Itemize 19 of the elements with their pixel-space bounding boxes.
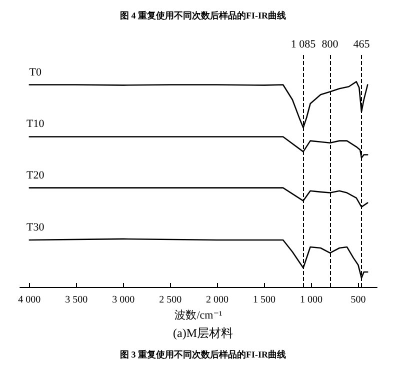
series-label: T30 bbox=[26, 221, 45, 234]
caption: 图 3 重复使用不同次数后样品的FI-IR曲线 bbox=[120, 350, 286, 360]
series-label: T20 bbox=[26, 169, 45, 182]
ref-line-label: 800 bbox=[322, 38, 339, 50]
x-tick-label: 2 500 bbox=[159, 294, 182, 306]
x-tick-label: 2 000 bbox=[206, 294, 229, 306]
x-tick-label: 500 bbox=[350, 294, 366, 306]
x-tick-label: 1 000 bbox=[300, 294, 322, 306]
x-tick-label: 4 000 bbox=[18, 294, 41, 306]
x-axis-title: 波数/cm⁻¹ bbox=[174, 308, 222, 322]
ref-line-label: 465 bbox=[353, 38, 370, 50]
chart-title: 图 4 重复使用不同次数后样品的FI-IR曲线 bbox=[120, 10, 286, 20]
series-label: T10 bbox=[26, 118, 45, 130]
x-tick-label: 3 500 bbox=[65, 294, 88, 306]
x-tick-label: 3 000 bbox=[112, 294, 135, 306]
text: (a)M层材料 bbox=[173, 326, 234, 340]
series-label: T0 bbox=[29, 66, 42, 78]
x-tick-label: 1 500 bbox=[253, 294, 276, 306]
ref-line-label: 1 085 bbox=[290, 38, 316, 50]
